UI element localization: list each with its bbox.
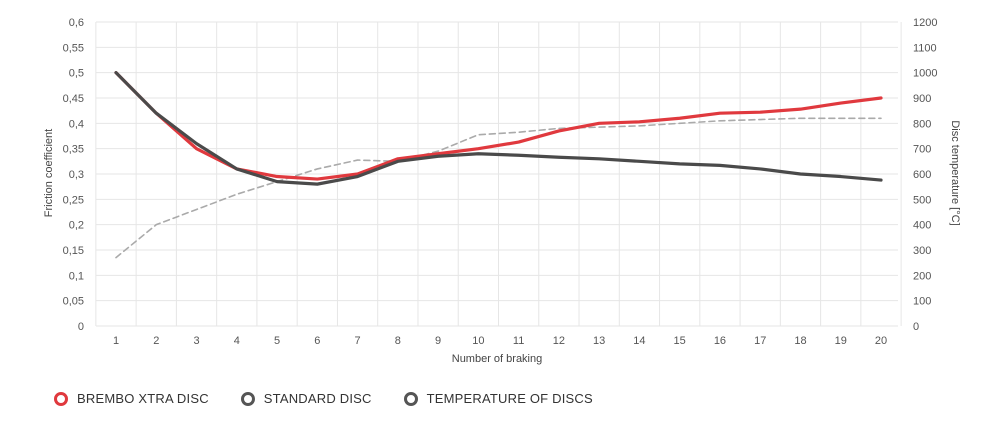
x-tick-label: 12 — [553, 335, 565, 347]
y2-tick-label: 300 — [913, 245, 931, 257]
x-tick-label: 7 — [355, 335, 361, 347]
y2-tick-label: 800 — [913, 118, 931, 130]
y-tick-label: 0,4 — [69, 118, 84, 130]
x-tick-label: 11 — [513, 335, 524, 347]
legend-item-standard[interactable]: STANDARD DISC — [240, 391, 372, 406]
y2-tick-label: 1100 — [913, 42, 937, 54]
y-tick-label: 0,5 — [69, 68, 84, 80]
x-tick-label: 13 — [593, 335, 605, 347]
y-tick-label: 0,6 — [69, 17, 84, 29]
y2-tick-label: 1200 — [913, 17, 937, 29]
y-tick-label: 0,05 — [63, 296, 84, 308]
y-tick-label: 0,25 — [63, 194, 84, 206]
legend-ring-icon — [240, 391, 255, 406]
y2-tick-label: 200 — [913, 270, 931, 282]
legend-label: BREMBO XTRA DISC — [77, 391, 209, 406]
x-tick-label: 16 — [714, 335, 726, 347]
x-tick-label: 9 — [435, 335, 441, 347]
x-tick-label: 8 — [395, 335, 401, 347]
y-tick-label: 0,15 — [63, 245, 84, 257]
y-axis-right: 0 100 200 300 400 500 600 700 800 900 1000 1100 1200 — [913, 17, 937, 333]
x-tick-label: 6 — [314, 335, 320, 347]
series-group — [114, 71, 883, 259]
y-axis-title: Friction coefficient — [43, 129, 55, 217]
x-tick-label: 3 — [193, 335, 199, 347]
legend-ring-icon — [54, 391, 68, 406]
x-tick-label: 17 — [754, 335, 766, 347]
legend-label: STANDARD DISC — [263, 391, 372, 406]
x-tick-label: 10 — [472, 335, 484, 347]
y2-tick-label: 100 — [913, 296, 931, 308]
x-tick-label: 20 — [875, 335, 887, 347]
legend-item-brembo-xtra[interactable]: BREMBO XTRA DISC — [54, 391, 209, 406]
x-tick-label: 18 — [794, 335, 806, 347]
y2-tick-label: 500 — [913, 194, 931, 206]
y2-tick-label: 900 — [913, 93, 931, 105]
y2-tick-label: 1000 — [913, 68, 937, 80]
y-tick-label: 0,35 — [63, 144, 84, 156]
y2-tick-label: 600 — [913, 169, 931, 181]
x-axis: 1 2 3 4 5 6 7 8 9 10 11 12 13 14 15 16 17 18 19 20 — [113, 335, 887, 347]
legend-item-temperature[interactable]: TEMPERATURE OF DISCS — [403, 391, 593, 406]
legend-ring-icon — [403, 391, 418, 406]
grid — [95, 21, 902, 327]
series-standard-disc — [114, 71, 883, 186]
x-axis-title: Number of braking — [452, 353, 543, 365]
y2-tick-label: 700 — [913, 144, 931, 156]
y-tick-label: 0,1 — [69, 270, 84, 282]
x-tick-label: 19 — [835, 335, 847, 347]
x-tick-label: 14 — [633, 335, 645, 347]
x-tick-label: 4 — [234, 335, 240, 347]
series-temperature-of-discs — [115, 117, 882, 259]
legend-label: TEMPERATURE OF DISCS — [426, 391, 593, 406]
y2-tick-label: 0 — [913, 321, 919, 333]
y-tick-label: 0,2 — [69, 220, 84, 232]
y2-tick-label: 400 — [913, 220, 931, 232]
legend: BREMBO XTRA DISC STANDARD DISC TEMPERATU… — [54, 391, 625, 406]
y-axis-right-title: Disc temperature [°C] — [949, 120, 961, 225]
x-tick-label: 2 — [153, 335, 159, 347]
y-tick-label: 0,55 — [63, 42, 84, 54]
x-tick-label: 15 — [674, 335, 686, 347]
y-axis-left: 0 0,05 0,1 0,15 0,2 0,25 0,3 0,35 0,4 0,45 0,5 0,55… — [63, 17, 84, 333]
y-tick-label: 0 — [78, 321, 84, 333]
y-tick-label: 0,3 — [69, 169, 84, 181]
x-tick-label: 5 — [274, 335, 280, 347]
x-tick-label: 1 — [113, 335, 119, 347]
y-tick-label: 0,45 — [63, 93, 84, 105]
